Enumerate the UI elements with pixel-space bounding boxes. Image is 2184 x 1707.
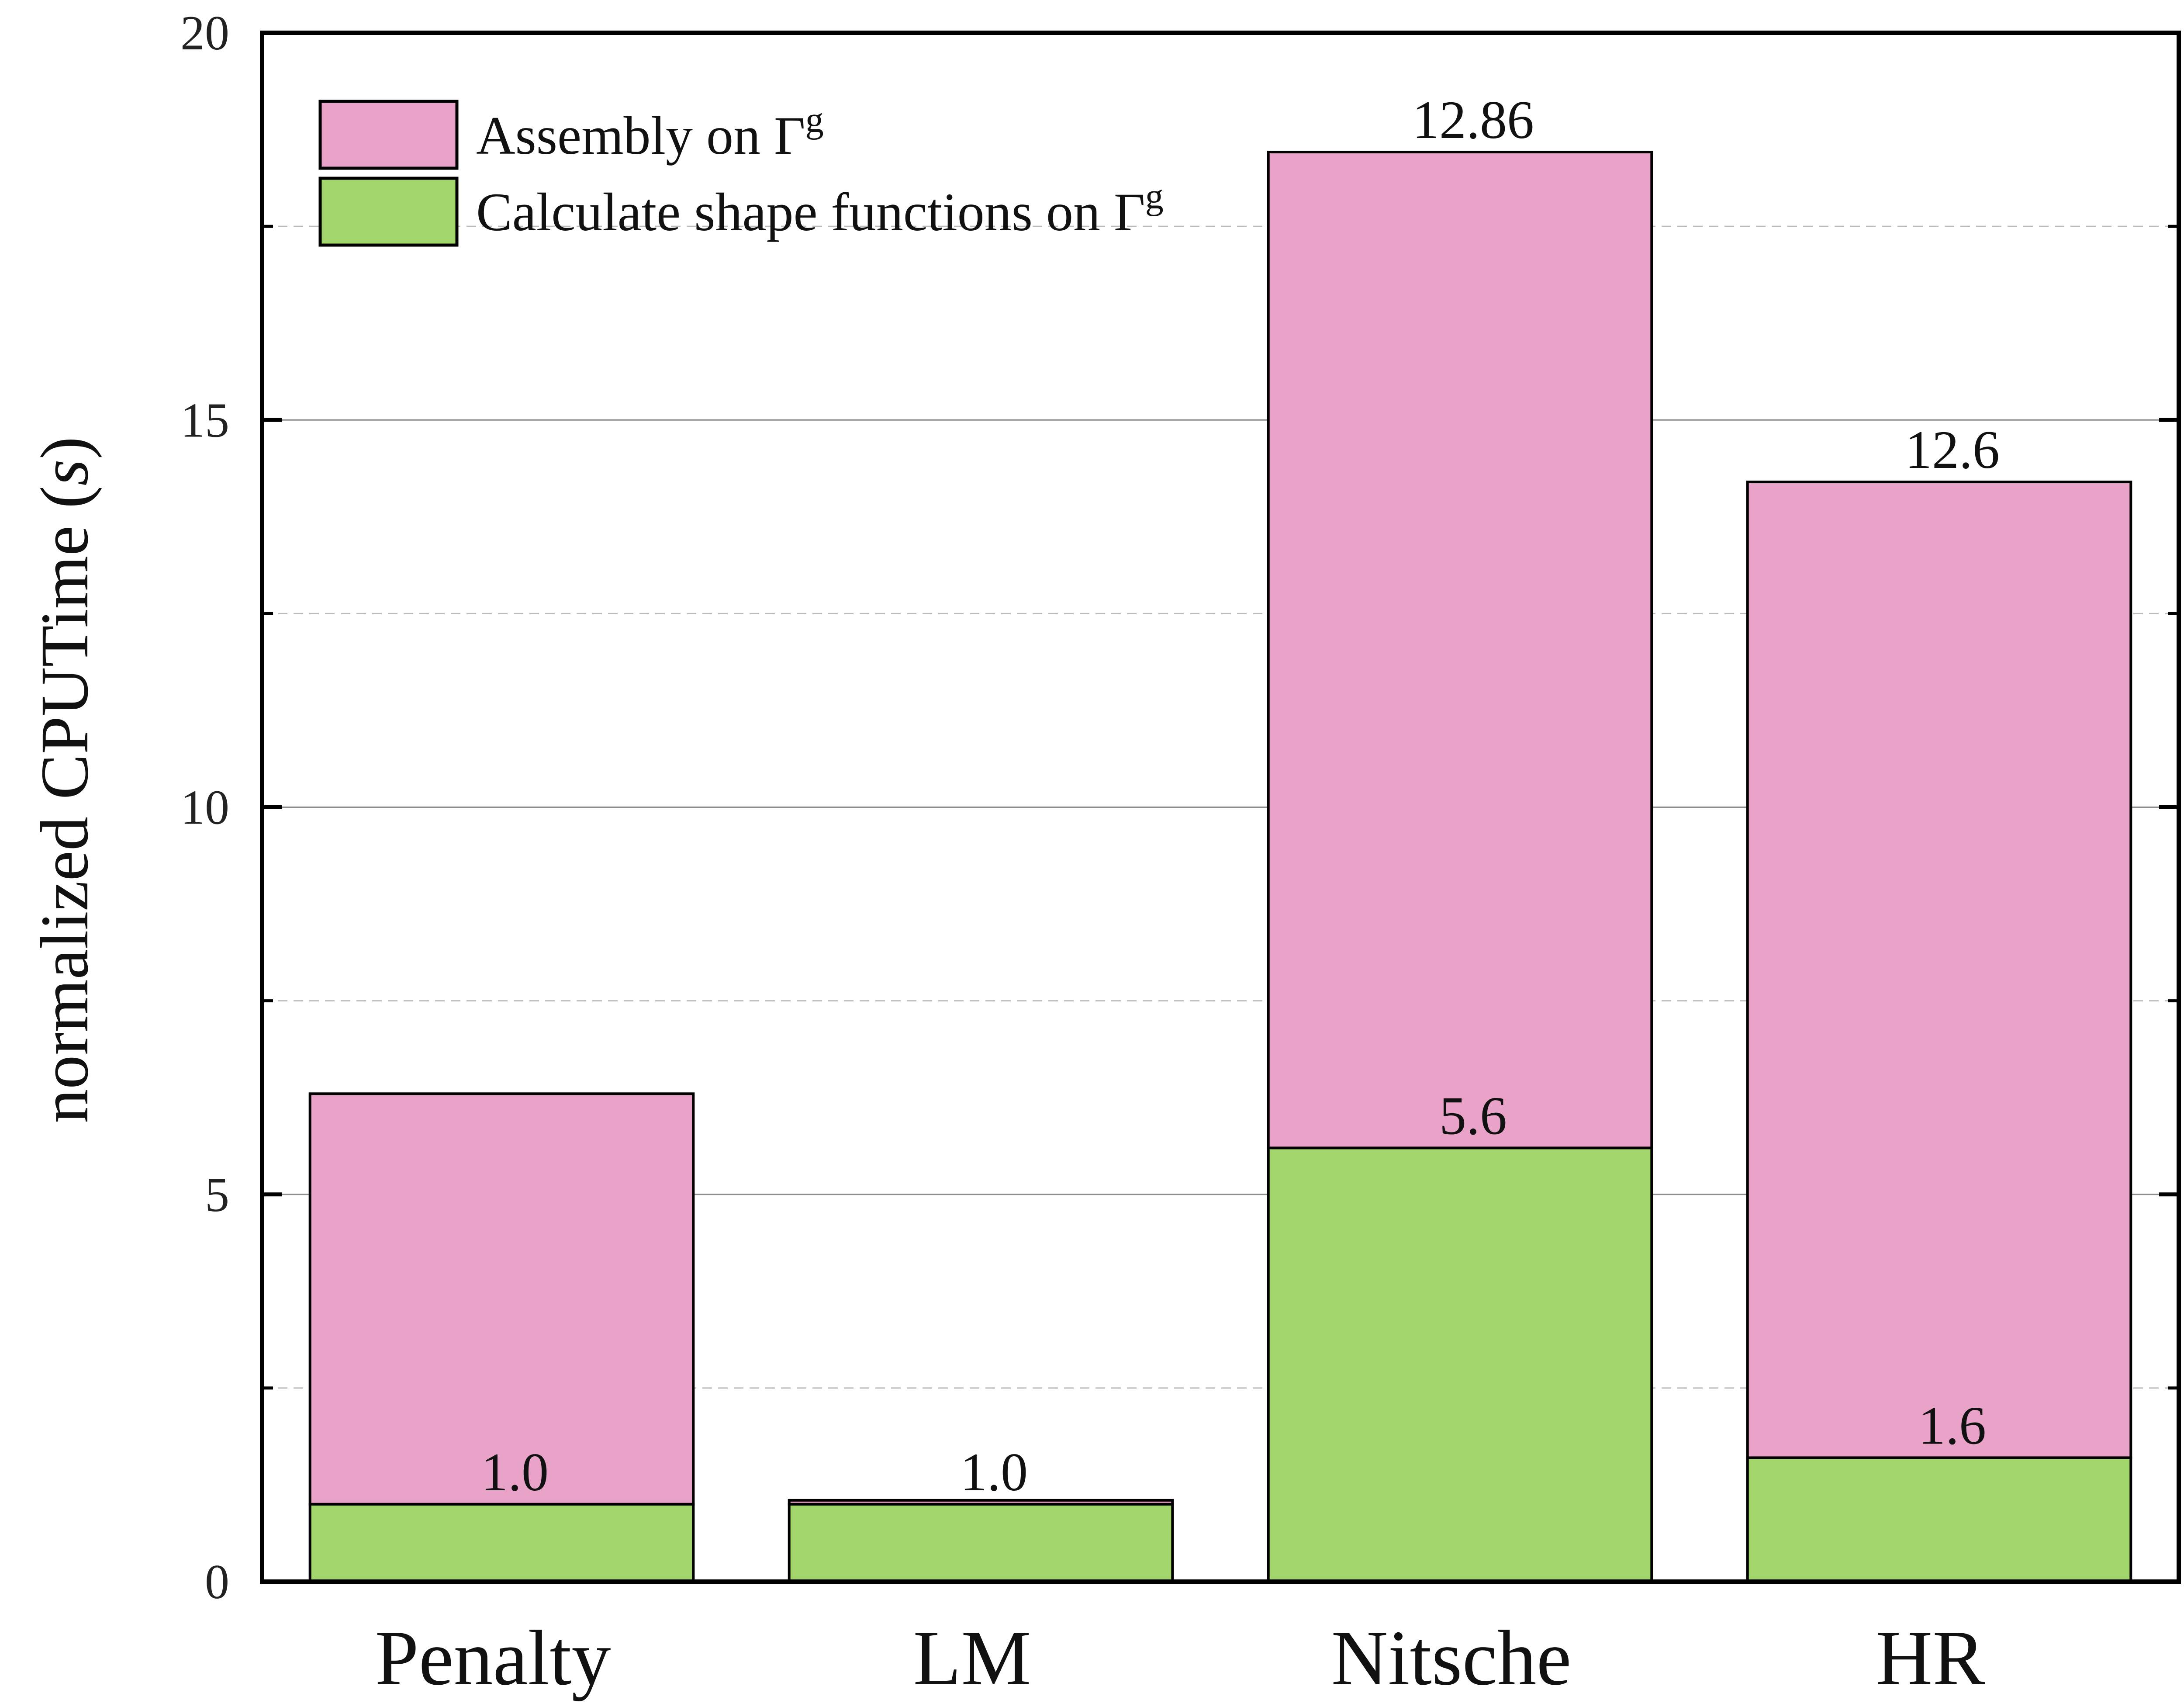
data-label: 5.6 (1439, 1086, 1507, 1146)
y-axis-label: normalized CPUTime (s) (27, 436, 102, 1123)
bar-lm-series-1 (788, 1499, 1174, 1506)
x-category-label: Nitsche (1331, 1614, 1572, 1701)
y-tick-label: 5 (205, 1168, 229, 1222)
bar-hr-series-1 (1746, 481, 2132, 1459)
legend-swatch-assembly (318, 100, 459, 170)
bar-lm-series-0 (788, 1503, 1174, 1583)
data-label: 1.0 (481, 1442, 549, 1502)
x-category-label: HR (1876, 1614, 1985, 1701)
x-category-labels: Penalty LM Nitsche HR (375, 1614, 1985, 1701)
bars (308, 150, 2132, 1583)
bar-penalty-series-1 (308, 1092, 695, 1506)
data-label: 1.6 (1918, 1395, 1986, 1455)
bar-nitsche-series-0 (1267, 1146, 1653, 1583)
bar-nitsche-series-1 (1267, 150, 1653, 1150)
bar-penalty-series-0 (308, 1503, 695, 1583)
legend-label-shape-functions: Calculate shape functions on Γg (476, 176, 1164, 242)
y-axis-label-text: normalized CPUTime (27, 526, 102, 1123)
legend: Assembly on Γg Calculate shape functions… (318, 100, 1164, 247)
y-tick-label: 15 (180, 393, 229, 447)
x-category-label: Penalty (375, 1614, 611, 1701)
data-labels: 1.0 1.0 5.6 12.86 1.6 12.6 (481, 90, 2000, 1502)
y-tick-label: 0 (205, 1555, 229, 1609)
bar-hr-series-0 (1746, 1456, 2132, 1583)
axis-ticks (262, 31, 2179, 1584)
legend-label-assembly: Assembly on Γg (476, 100, 824, 166)
y-axis-label-unit: s (27, 459, 102, 486)
data-label: 12.6 (1905, 420, 2000, 480)
legend-swatch-shape-functions (318, 177, 459, 247)
y-tick-labels: 0 5 10 15 20 (180, 6, 229, 1609)
x-category-label: LM (913, 1614, 1031, 1701)
y-tick-label: 20 (180, 6, 229, 60)
data-label: 1.0 (960, 1442, 1028, 1502)
data-label: 12.86 (1412, 90, 1534, 150)
y-tick-label: 10 (180, 781, 229, 835)
